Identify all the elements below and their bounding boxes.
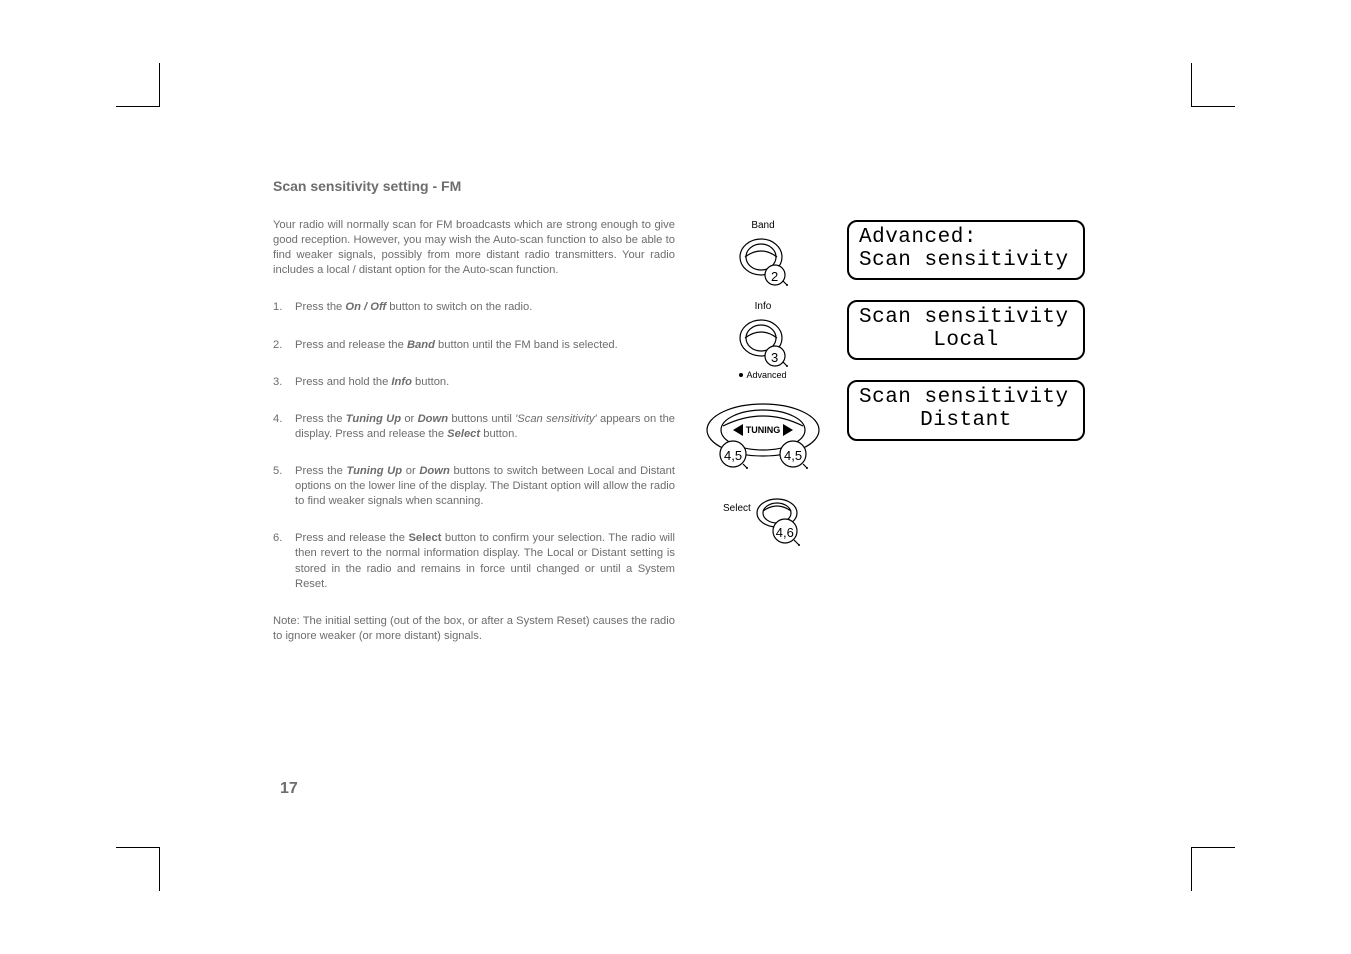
step-badge: 2	[771, 269, 778, 284]
band-label: Band	[751, 220, 774, 231]
crop-mark	[159, 63, 160, 107]
text-column: Scan sensitivity setting - FM Your radio…	[273, 178, 675, 644]
intro-paragraph: Your radio will normally scan for FM bro…	[273, 218, 675, 278]
lcd-line: Advanced:	[859, 226, 1073, 249]
select-knob-icon	[753, 497, 805, 549]
lcd-line: Scan sensitivity	[859, 386, 1073, 409]
tuning-button-diagram: TUNING 4,5 4,5	[703, 402, 823, 477]
step-4: Press the Tuning Up or Down buttons unti…	[273, 412, 675, 442]
advanced-sublabel: Advanced	[739, 370, 786, 380]
page-number: 17	[280, 780, 298, 798]
lcd-line: Local	[859, 329, 1073, 352]
band-button-diagram: Band 2	[737, 220, 789, 287]
content-area: Scan sensitivity setting - FM Your radio…	[273, 178, 1083, 644]
step-1: Press the On / Off button to switch on t…	[273, 300, 675, 315]
select-button-diagram: Select 4,6	[723, 497, 803, 549]
step-badge: 4,6	[776, 525, 794, 540]
button-diagrams: Band 2 Info 3 Advanced	[703, 220, 823, 549]
crop-mark	[1191, 106, 1235, 107]
crop-mark	[1191, 63, 1192, 107]
step-2: Press and release the Band button until …	[273, 338, 675, 353]
lcd-screen-1: Advanced: Scan sensitivity	[847, 220, 1085, 280]
tuning-icon: TUNING	[703, 402, 823, 472]
lcd-line: Scan sensitivity	[859, 249, 1073, 272]
band-knob-icon: 2	[737, 235, 789, 287]
lcd-line: Scan sensitivity	[859, 306, 1073, 329]
svg-text:TUNING: TUNING	[746, 425, 781, 435]
crop-mark	[116, 847, 160, 848]
info-button-diagram: Info 3 Advanced	[737, 301, 789, 380]
note-paragraph: Note: The initial setting (out of the bo…	[273, 614, 675, 644]
page-title: Scan sensitivity setting - FM	[273, 178, 675, 194]
lcd-line: Distant	[859, 409, 1073, 432]
page: Scan sensitivity setting - FM Your radio…	[0, 0, 1351, 954]
crop-mark	[1191, 847, 1192, 891]
select-label: Select	[723, 503, 751, 514]
lcd-screens: Advanced: Scan sensitivity Scan sensitiv…	[847, 220, 1085, 441]
lcd-screen-3: Scan sensitivity Distant	[847, 380, 1085, 440]
step-badge: 4,5	[784, 448, 802, 463]
step-3: Press and hold the Info button.	[273, 375, 675, 390]
illustration-column: Band 2 Info 3 Advanced	[703, 178, 1083, 549]
info-label: Info	[755, 301, 772, 312]
crop-mark	[159, 847, 160, 891]
step-badge: 3	[771, 350, 778, 365]
info-knob-icon: 3	[737, 316, 789, 368]
step-6: Press and release the Select button to c…	[273, 531, 675, 591]
crop-mark	[1191, 847, 1235, 848]
steps-list: Press the On / Off button to switch on t…	[273, 300, 675, 591]
lcd-screen-2: Scan sensitivity Local	[847, 300, 1085, 360]
step-5: Press the Tuning Up or Down buttons to s…	[273, 464, 675, 509]
step-badge: 4,5	[724, 448, 742, 463]
crop-mark	[116, 106, 160, 107]
